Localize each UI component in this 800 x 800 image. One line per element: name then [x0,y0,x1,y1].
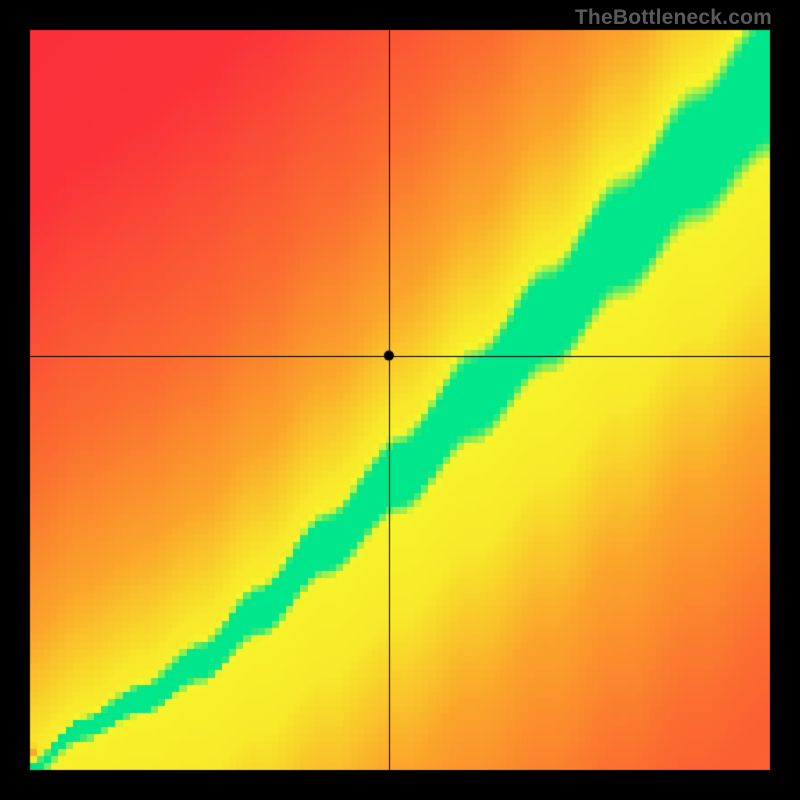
watermark-label: TheBottleneck.com [575,6,772,30]
bottleneck-heatmap [0,0,800,800]
chart-container: TheBottleneck.com [0,0,800,800]
